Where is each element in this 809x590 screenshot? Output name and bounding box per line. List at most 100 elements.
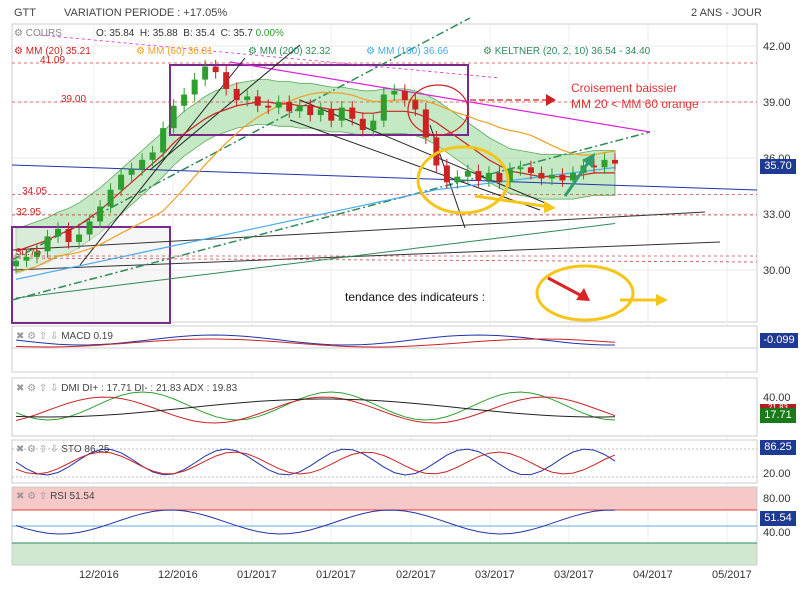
rsi-oversold-zone (12, 543, 757, 565)
black-up-2 (79, 57, 246, 266)
green-dashdot-1 (11, 131, 651, 301)
candle-body (139, 159, 146, 170)
candle-body (349, 107, 356, 119)
candle-body (149, 152, 156, 160)
x-tick-4: 02/2017 (396, 569, 436, 581)
candle-body (559, 174, 566, 181)
candle-body (86, 221, 93, 235)
level-label-3900: 39.00 (61, 94, 87, 105)
candle-body (496, 172, 503, 183)
candle-body (233, 88, 240, 101)
yellow-arrow-1 (474, 194, 551, 209)
candle-body (13, 260, 19, 267)
candle-body (412, 100, 419, 110)
dmi-panel (11, 377, 758, 437)
black-up-1 (149, 44, 301, 171)
candle-body (307, 105, 314, 116)
rsi-tick-40: 40.00 (763, 527, 791, 539)
price-tick-42: 42.00 (763, 41, 791, 53)
variation-label: VARIATION PERIODE : +17.05% (64, 7, 228, 19)
x-tick-7: 04/2017 (633, 569, 673, 581)
magenta-trendline (229, 61, 651, 133)
candle-body (191, 79, 198, 95)
green-dashdot-2 (11, 17, 471, 261)
price-tick-33: 33.00 (763, 209, 791, 221)
candle-body (244, 96, 251, 101)
candle-body (44, 236, 51, 252)
x-tick-2: 01/2017 (237, 569, 277, 581)
candle-body (475, 171, 482, 181)
yellow-arrow-2-head (656, 294, 668, 306)
legend-cours: ⚙ COURS (14, 28, 62, 39)
candle-body (317, 109, 324, 116)
macd-value-box: -0.099 (760, 333, 798, 348)
sto-value-box: 86.25 (760, 440, 796, 455)
sto-k-line (15, 448, 616, 476)
candle-body (128, 169, 135, 175)
candle-body (265, 105, 272, 108)
macd-panel (11, 325, 758, 373)
legend-mm200: ⚙ MM (200) 32.32 (248, 46, 331, 57)
level-label-3075: 30.75 (16, 247, 42, 258)
level-label-3405: 34.05 (22, 186, 48, 197)
candle-body (506, 169, 513, 183)
candle-body (401, 90, 408, 101)
candle-body (485, 172, 492, 181)
level-label-4109: 41.09 (40, 55, 66, 66)
macd-signal-line (15, 338, 616, 348)
red-dotted-line (11, 257, 758, 263)
candle-body (65, 228, 72, 242)
candle-body (223, 72, 230, 89)
candle-body (202, 66, 209, 80)
dmi-tick-40: 40.00 (763, 392, 791, 404)
candle-body (517, 167, 524, 170)
mm200-line (15, 223, 616, 299)
last-price-box: 35.70 (760, 159, 796, 174)
candle-body (328, 109, 335, 121)
candle-body (538, 172, 545, 179)
sto-tick-20: 20.00 (763, 468, 791, 480)
x-tick-6: 03/2017 (554, 569, 594, 581)
candle-body (527, 167, 534, 173)
adx-line (15, 398, 616, 418)
x-tick-8: 05/2017 (712, 569, 752, 581)
green-arrow (563, 159, 592, 197)
mm20-line (15, 101, 615, 252)
legend-keltner: ⚙ KELTNER (20, 2, 10) 36.54 - 34.40 (483, 46, 651, 57)
rsi-overbought-zone (12, 487, 757, 510)
blue-trendline (11, 164, 758, 191)
price-tick-30: 30.00 (763, 265, 791, 277)
candle-body (118, 174, 125, 190)
candle-body (23, 256, 30, 261)
dmi-plus-box: 17.71 (760, 408, 796, 423)
candle-body (254, 96, 261, 106)
annotation-croisement-2: MM 20 < MM 60 orange (571, 97, 699, 111)
candle-body (55, 228, 62, 237)
mm100-line (15, 166, 616, 280)
candle-body (76, 234, 83, 242)
candle-body (612, 159, 618, 164)
black-trendline-1 (11, 241, 721, 271)
candle-body (464, 171, 471, 177)
candle-body (380, 94, 387, 121)
candle-body (359, 118, 366, 130)
candle-body (548, 174, 555, 179)
ticker-label: GTT (14, 7, 36, 19)
dmi-header: ✖ ⚙ ⇧ ⇩ DMI DI+ : 17.71 DI- : 21.83 ADX … (16, 383, 238, 394)
legend-mm100: ⚙ MM (100) 36.66 (366, 46, 449, 57)
x-tick-5: 03/2017 (475, 569, 515, 581)
candle-body (422, 109, 429, 138)
consolidation-box (169, 64, 469, 136)
black-channel-2 (289, 119, 541, 211)
rsi-header: ✖ ⚙ ⇧ RSI 51.54 (16, 491, 95, 502)
sto-panel (11, 439, 758, 484)
candle-body (569, 172, 576, 181)
red-arrow-head-small (546, 94, 556, 106)
red-ellipse (407, 84, 469, 136)
candle-body (170, 105, 177, 129)
mm60-line (15, 91, 616, 273)
annotation-tendance: tendance des indicateurs : (345, 290, 486, 304)
dmi-minus-line (15, 396, 616, 424)
candle-body (286, 102, 293, 112)
